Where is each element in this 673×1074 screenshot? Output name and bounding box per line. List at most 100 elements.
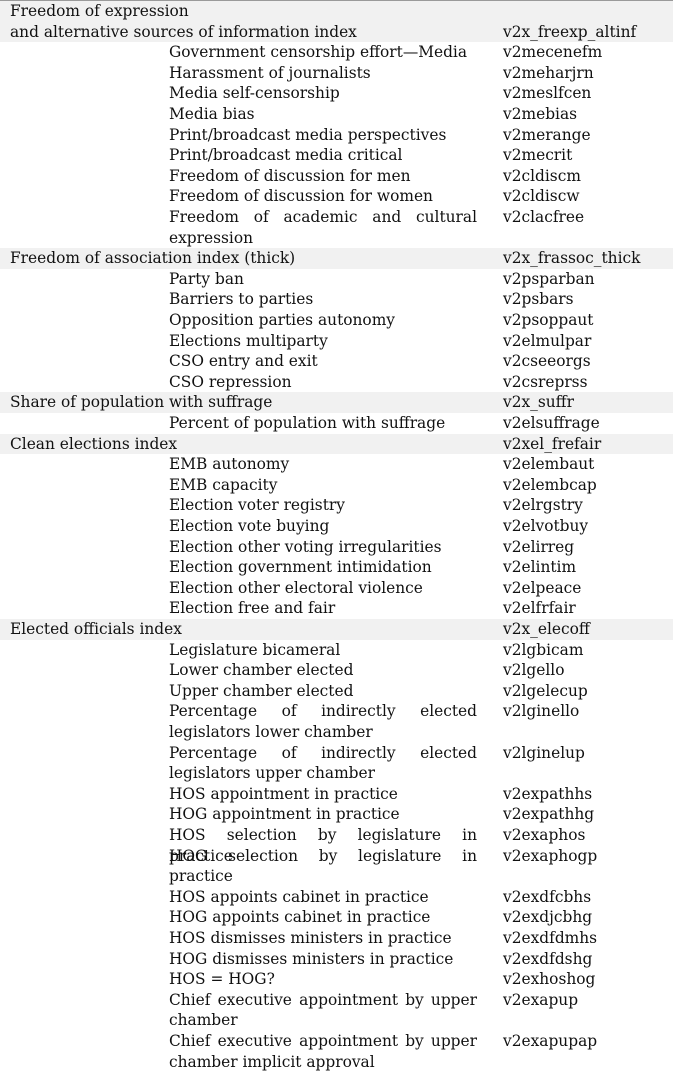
indicator-row: Elections multiparty v2elmulpar: [0, 331, 673, 352]
indicator-name: Chief executive appointment by upper cha…: [169, 990, 477, 1030]
variable-code: v2x_suffr: [503, 393, 574, 412]
indicator-row: Print/broadcast media critical v2mecrit: [0, 145, 673, 166]
indicator-name: HOG appointment in practice: [169, 805, 400, 824]
indicator-name: Elections multiparty: [169, 331, 328, 350]
indicator-name: Legislature bicameral: [169, 640, 341, 659]
indicator-row: Chief executive appointment by upper cha…: [0, 990, 673, 1031]
variable-code: v2mebias: [503, 105, 578, 123]
indicator-name: Upper chamber elected: [169, 681, 354, 700]
indicator-name: Election voter registry: [169, 496, 345, 515]
indicator-name: HOG dismisses ministers in practice: [169, 949, 454, 968]
indicator-row: Media self-censorship v2meslfcen: [0, 83, 673, 104]
variable-code: v2lginello: [503, 702, 580, 721]
variable-code: v2elrgstry: [503, 496, 583, 515]
variable-code: v2elsuffrage: [503, 414, 600, 432]
variable-code: v2exdjcbhg: [503, 908, 593, 927]
indicator-name: Print/broadcast media perspectives: [169, 125, 447, 144]
indicator-name: HOS selection by legislature in practice: [169, 826, 477, 865]
indicator-name: Barriers to parties: [169, 290, 314, 309]
indicator-row: HOS selection by legislature in practice…: [0, 825, 673, 865]
indicator-row: Barriers to parties v2psbars: [0, 289, 673, 310]
indicator-name: HOS appointment in practice: [169, 784, 398, 803]
indicator-name: HOG selection by legislature in practice: [169, 846, 477, 886]
index-name: Freedom of association index (thick): [10, 249, 296, 268]
variable-code: v2exhoshog: [503, 970, 596, 989]
indicator-row: Lower chamber elected v2lgello: [0, 660, 673, 681]
indicator-row: HOG selection by legislature in practice…: [0, 846, 673, 887]
index-row: Clean elections index v2xel_frefair: [0, 433, 673, 455]
indicator-name: HOG appoints cabinet in practice: [169, 908, 431, 927]
indicator-row: HOS appoints cabinet in practice v2exdfcb…: [0, 887, 673, 908]
indicator-row: EMB capacity v2elembcap: [0, 475, 673, 496]
variable-code: v2elintim: [503, 558, 577, 577]
indicator-row: Election vote buying v2elvotbuy: [0, 516, 673, 537]
variable-code: v2exdfcbhs: [503, 887, 592, 906]
indicator-name: Freedom of academic and cultural express…: [169, 208, 477, 247]
indicator-name: EMB autonomy: [169, 455, 290, 474]
indicator-name: Election other electoral violence: [169, 578, 423, 597]
indicator-row: Harassment of journalists v2meharjrn: [0, 63, 673, 84]
variable-code: v2elembcap: [503, 475, 597, 494]
indicator-row: Legislature bicameral v2lgbicam: [0, 640, 673, 661]
indicator-name: Percentage of indirectly elected legisla…: [169, 702, 477, 741]
variable-code: v2exdfdmhs: [503, 929, 598, 947]
variable-code: v2x_freexp_altinf: [503, 22, 637, 41]
indicator-row: Election other voting irregularities v2el…: [0, 537, 673, 558]
indicator-row: Party ban v2psparban: [0, 269, 673, 290]
indicator-name: Election government intimidation: [169, 558, 432, 577]
variable-code: v2cldiscw: [503, 187, 580, 206]
indicator-name: Freedom of discussion for women: [169, 187, 433, 206]
variable-code: v2exaphos: [503, 826, 586, 844]
variable-code: v2lgbicam: [503, 640, 584, 659]
variable-code: v2elpeace: [503, 578, 582, 597]
indicator-name: Percentage of indirectly elected legisla…: [169, 743, 477, 783]
indicator-name: HOS dismisses ministers in practice: [169, 929, 452, 947]
indicator-row: Opposition parties autonomy v2psoppaut: [0, 310, 673, 331]
indicator-row: Election voter registry v2elrgstry: [0, 495, 673, 516]
variable-code: v2x_frassoc_thick: [503, 249, 641, 268]
indicator-name: Percent of population with suffrage: [169, 414, 446, 432]
variable-code: v2cldiscm: [503, 166, 581, 185]
indicator-row: Election free and fair v2elfrfair: [0, 598, 673, 619]
variable-code: v2lgello: [503, 661, 565, 680]
variable-code: v2merange: [503, 125, 591, 144]
variable-code: v2csreprss: [503, 372, 588, 391]
indicator-row: HOG appoints cabinet in practice v2exdjcb…: [0, 907, 673, 928]
indicator-row: Media bias v2mebias: [0, 104, 673, 125]
indicator-name: Freedom of discussion for men: [169, 166, 411, 185]
indicator-name: HOS = HOG?: [169, 970, 275, 989]
indicator-row: Election government intimidation v2elinti…: [0, 557, 673, 578]
variable-code: v2psbars: [503, 290, 574, 309]
indicator-row: Print/broadcast media perspectives v2mera…: [0, 125, 673, 146]
variable-code: v2exapup: [503, 990, 579, 1009]
variable-code: v2elfrfair: [503, 599, 576, 618]
indicator-row: Percentage of indirectly elected legisla…: [0, 743, 673, 784]
table-top-rule: [0, 0, 673, 1]
variable-code: v2elvotbuy: [503, 517, 589, 535]
indicator-name: Chief executive appointment by upper cha…: [169, 1032, 477, 1071]
variable-code: v2expathhg: [503, 805, 595, 824]
indicator-row: Upper chamber elected v2lgelecup: [0, 681, 673, 702]
indicator-row: EMB autonomy v2elembaut: [0, 454, 673, 475]
variable-code: v2elirreg: [503, 537, 575, 556]
indicator-row: Freedom of academic and cultural express…: [0, 207, 673, 248]
indicator-row: Government censorship effort—Media v2mece…: [0, 42, 673, 63]
indicator-row: Freedom of discussion for women v2cldiscw: [0, 186, 673, 207]
indicator-name: EMB capacity: [169, 475, 278, 494]
variable-code: v2exapupap: [503, 1032, 598, 1050]
indicator-row: Election other electoral violence v2elpea…: [0, 578, 673, 599]
variable-code: v2clacfree: [503, 208, 585, 226]
indicator-name: Media bias: [169, 105, 255, 123]
indicator-name: CSO repression: [169, 372, 292, 391]
variable-code: v2lgelecup: [503, 681, 588, 700]
indicator-row: Freedom of discussion for men v2cldiscm: [0, 166, 673, 187]
variable-code: v2expathhs: [503, 784, 593, 803]
indicator-name: CSO entry and exit: [169, 352, 318, 371]
variable-code: v2mecenefm: [503, 43, 603, 62]
variable-code: v2lginelup: [503, 743, 585, 762]
variable-code: v2meharjrn: [503, 63, 594, 82]
indicator-row: CSO entry and exit v2cseeorgs: [0, 351, 673, 372]
indicator-row: Percentage of indirectly elected legisla…: [0, 701, 673, 742]
indicator-name: Lower chamber elected: [169, 661, 354, 680]
indicator-name: Government censorship effort—Media: [169, 43, 468, 62]
